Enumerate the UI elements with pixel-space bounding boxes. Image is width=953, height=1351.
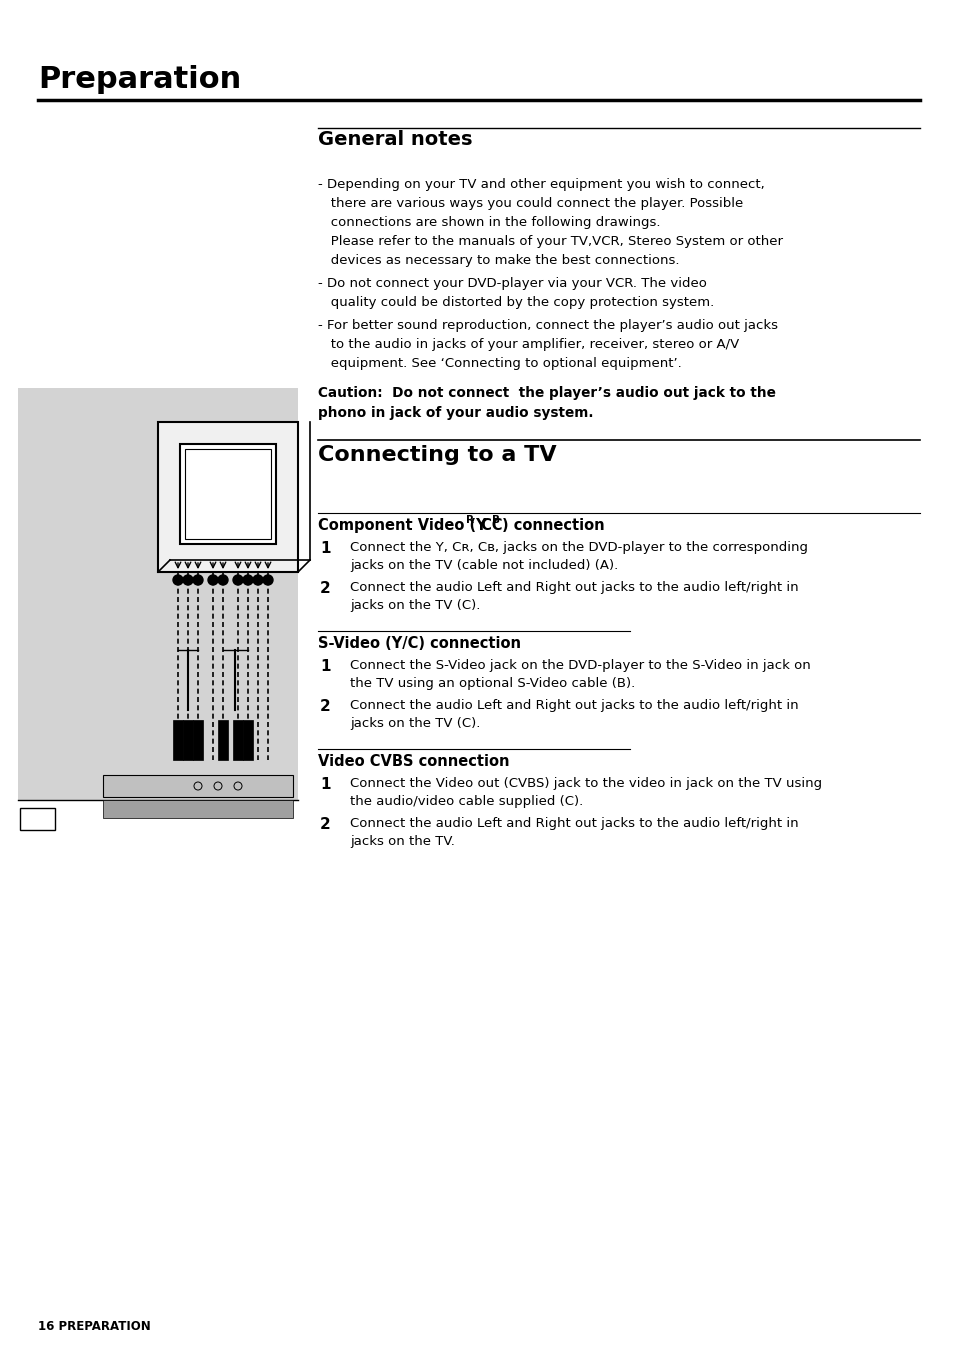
Text: jacks on the TV.: jacks on the TV. <box>350 835 455 848</box>
Text: Connect the Video out (CVBS) jack to the video in jack on the TV using: Connect the Video out (CVBS) jack to the… <box>350 777 821 790</box>
Bar <box>172 720 183 761</box>
Text: 1: 1 <box>319 540 330 557</box>
Bar <box>103 775 293 797</box>
Bar <box>180 444 275 544</box>
Text: Preparation: Preparation <box>38 65 241 95</box>
Text: the audio/video cable supplied (C).: the audio/video cable supplied (C). <box>350 794 582 808</box>
Bar <box>243 720 253 761</box>
Text: Connect the audio Left and Right out jacks to the audio left/right in: Connect the audio Left and Right out jac… <box>350 698 798 712</box>
Text: jacks on the TV ​(C).: jacks on the TV ​(C). <box>350 598 480 612</box>
Text: - For better sound reproduction, connect the player’s audio out jacks: - For better sound reproduction, connect… <box>317 319 778 332</box>
Bar <box>18 388 297 800</box>
Circle shape <box>263 576 273 585</box>
Circle shape <box>218 576 228 585</box>
Text: to the audio in jacks of your amplifier, receiver, stereo or A/V: to the audio in jacks of your amplifier,… <box>317 338 739 351</box>
Text: phono in jack of your audio system.: phono in jack of your audio system. <box>317 407 593 420</box>
Text: - Depending on your TV and other equipment you wish to connect,: - Depending on your TV and other equipme… <box>317 178 764 190</box>
Text: Connect the S-Video jack on the DVD-player to the S-Video in jack on: Connect the S-Video jack on the DVD-play… <box>350 659 810 671</box>
Bar <box>158 422 297 571</box>
Circle shape <box>253 576 263 585</box>
Text: there are various ways you could connect the player. Possible: there are various ways you could connect… <box>317 197 742 209</box>
Text: - Do not connect your DVD-player via your VCR. The video: - Do not connect your DVD-player via you… <box>317 277 706 290</box>
Text: Video CVBS connection: Video CVBS connection <box>317 754 509 769</box>
Bar <box>233 720 243 761</box>
Bar <box>218 720 228 761</box>
Text: devices as necessary to make the best connections.: devices as necessary to make the best co… <box>317 254 679 267</box>
Bar <box>193 720 203 761</box>
Text: Connect the audio Left and Right out jacks to the audio left/right in: Connect the audio Left and Right out jac… <box>350 581 798 594</box>
Text: Connect the Y, Cʀ, Cʙ, jacks on the DVD-player to the corresponding: Connect the Y, Cʀ, Cʙ, jacks on the DVD-… <box>350 540 807 554</box>
Text: 2: 2 <box>319 698 331 713</box>
Bar <box>185 449 271 539</box>
Text: 2: 2 <box>319 817 331 832</box>
Text: 2: 2 <box>319 581 331 596</box>
Text: equipment. See ‘Connecting to optional equipment’.: equipment. See ‘Connecting to optional e… <box>317 357 681 370</box>
Text: jacks on the TV (cable not included) ​(A).: jacks on the TV (cable not included) ​(A… <box>350 559 618 571</box>
Bar <box>183 720 193 761</box>
Circle shape <box>208 576 218 585</box>
Circle shape <box>243 576 253 585</box>
Text: 16 PREPARATION: 16 PREPARATION <box>38 1320 151 1333</box>
Text: Component Video (Y C: Component Video (Y C <box>317 517 502 534</box>
Text: ) connection: ) connection <box>501 517 604 534</box>
Text: quality could be distorted by the copy protection system.: quality could be distorted by the copy p… <box>317 296 714 309</box>
Bar <box>103 800 293 817</box>
Circle shape <box>183 576 193 585</box>
Text: Please refer to the manuals of your TV,VCR, Stereo System or other: Please refer to the manuals of your TV,V… <box>317 235 782 249</box>
Text: Caution:  Do not connect  the player’s audio out jack to the: Caution: Do not connect the player’s aud… <box>317 386 775 400</box>
Text: R: R <box>465 515 474 526</box>
Text: Connecting to a TV: Connecting to a TV <box>317 444 556 465</box>
Text: 1: 1 <box>319 659 330 674</box>
Text: C: C <box>476 517 492 534</box>
Bar <box>20 808 55 830</box>
Text: Connect the audio Left and Right out jacks to the audio left/right in: Connect the audio Left and Right out jac… <box>350 817 798 830</box>
Text: jacks on the TV (C).: jacks on the TV (C). <box>350 717 480 730</box>
Text: General notes: General notes <box>317 130 472 149</box>
Circle shape <box>193 576 203 585</box>
Text: B: B <box>492 515 499 526</box>
Circle shape <box>172 576 183 585</box>
Text: S-Video (Y/C) connection: S-Video (Y/C) connection <box>317 636 520 651</box>
Text: connections are shown in the following drawings.: connections are shown in the following d… <box>317 216 659 230</box>
Text: 1: 1 <box>319 777 330 792</box>
Text: the TV using an optional S-Video cable (B).: the TV using an optional S-Video cable (… <box>350 677 635 690</box>
Circle shape <box>233 576 243 585</box>
